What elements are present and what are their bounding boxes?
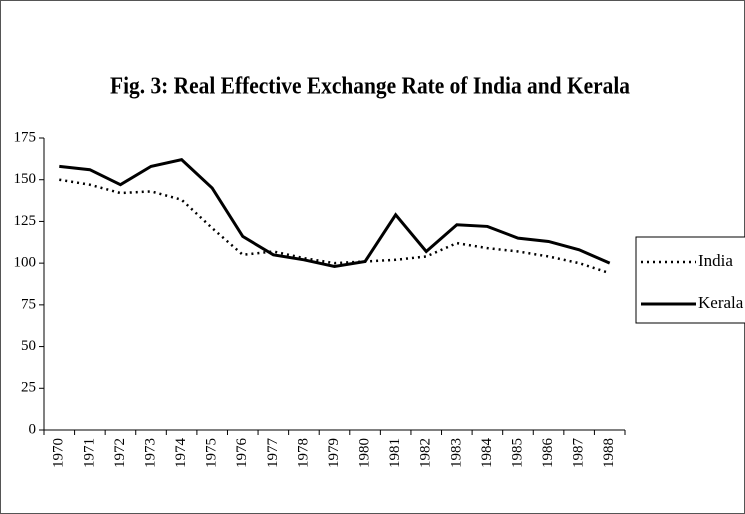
legend-box: [635, 236, 745, 324]
y-tick-label: 125: [14, 213, 37, 229]
x-tick-label: 1974: [173, 438, 189, 469]
legend-label: Kerala: [698, 293, 744, 312]
y-tick-label: 50: [21, 338, 36, 354]
x-tick-label: 1986: [540, 438, 556, 469]
x-tick-label: 1971: [81, 438, 97, 468]
x-tick-label: 1988: [601, 438, 617, 468]
y-tick-label: 75: [21, 296, 36, 312]
y-tick-label: 0: [29, 421, 37, 437]
line-series: [59, 158, 611, 269]
x-tick-label: 1973: [142, 438, 158, 468]
x-tick-label: 1972: [112, 438, 128, 468]
x-tick-label: 1980: [357, 438, 373, 468]
legend-label: India: [698, 251, 733, 270]
y-tick-label: 150: [14, 171, 37, 187]
x-tick-label: 1983: [448, 438, 464, 468]
x-tick-label: 1976: [234, 438, 250, 469]
y-tick-label: 100: [14, 255, 37, 271]
x-tick-label: 1975: [204, 438, 220, 468]
x-tick-label: 1987: [571, 438, 587, 469]
line-series: [59, 178, 611, 275]
x-tick-label: 1977: [265, 438, 281, 469]
y-tick-label: 25: [21, 380, 36, 396]
chart-title: Fig. 3: Real Effective Exchange Rate of …: [110, 74, 630, 100]
x-tick-label: 1981: [387, 438, 403, 468]
x-tick-label: 1984: [479, 438, 495, 469]
x-tick-label: 1970: [51, 438, 67, 468]
y-tick-label: 175: [14, 129, 37, 145]
x-tick-label: 1979: [326, 438, 342, 468]
x-tick-label: 1982: [418, 438, 434, 468]
x-tick-label: 1978: [295, 438, 311, 468]
x-tick-label: 1985: [509, 438, 525, 468]
